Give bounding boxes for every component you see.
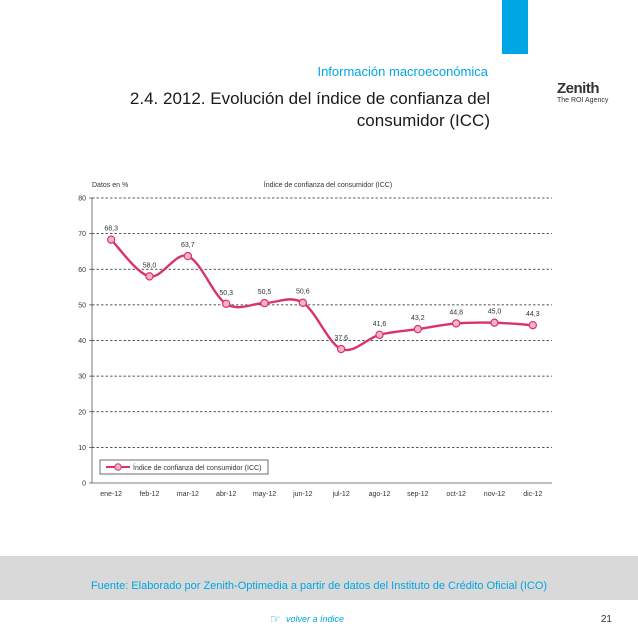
- chart-grid: [91, 197, 552, 484]
- y-tick-label: 20: [78, 409, 86, 416]
- data-label: 50,3: [219, 290, 233, 297]
- title-line-1: 2.4. 2012. Evolución del índice de confi…: [129, 89, 490, 108]
- y-tick-label: 70: [78, 231, 86, 238]
- x-tick-label: dic-12: [523, 491, 542, 498]
- data-point: [413, 324, 423, 334]
- y-axis: 0 10 20 30 40 50 60 70 80: [78, 196, 92, 488]
- y-tick-label: 80: [78, 196, 86, 203]
- legend-label: Índice de confianza del consumidor (ICC): [133, 463, 261, 472]
- title-line-2: consumidor (ICC): [356, 111, 490, 130]
- x-tick-label: may-12: [253, 491, 276, 498]
- data-label: 41,6: [373, 321, 387, 328]
- data-point: [451, 319, 461, 328]
- y-tick-label: 60: [78, 267, 86, 274]
- x-tick-label: feb-12: [140, 491, 160, 498]
- legend: Índice de confianza del consumidor (ICC): [99, 459, 269, 475]
- x-tick-label: ago-12: [369, 491, 391, 498]
- top-accent-bar: [502, 0, 528, 54]
- data-label: 43,2: [411, 315, 425, 322]
- data-point: [145, 272, 154, 281]
- x-tick-label: jul-12: [332, 491, 350, 498]
- x-axis: ene-12 feb-12 mar-12 abr-12 may-12 jun-12 jul-…: [100, 491, 542, 498]
- y-tick-label: 10: [78, 445, 86, 452]
- back-to-index-link[interactable]: volver a índice: [286, 614, 345, 624]
- y-tick-label: 40: [78, 338, 86, 345]
- data-label: 50,5: [258, 289, 272, 296]
- zenith-logo: Zenith The ROI Agency: [557, 78, 617, 118]
- data-point: [221, 299, 231, 309]
- logo-name: Zenith: [557, 80, 600, 97]
- data-label: 50,6: [296, 289, 310, 296]
- data-point: [528, 320, 538, 330]
- section-heading: Información macroeconómica: [317, 64, 488, 79]
- data-point: [298, 298, 308, 307]
- logo-tagline: The ROI Agency: [557, 97, 609, 104]
- data-label: 44,3: [526, 311, 540, 318]
- x-tick-label: jun-12: [292, 491, 313, 498]
- data-point: [183, 251, 193, 261]
- data-label: 63,7: [181, 242, 195, 249]
- footer-band: [0, 556, 638, 600]
- data-point: [490, 318, 499, 327]
- data-label: 45,0: [488, 309, 502, 316]
- x-tick-label: oct-12: [446, 491, 466, 498]
- y-tick-label: 50: [78, 302, 86, 309]
- legend-marker: [114, 463, 122, 471]
- x-tick-label: sep-12: [407, 491, 429, 498]
- data-point: [336, 344, 346, 354]
- data-label: 68,3: [104, 226, 118, 233]
- page-number: 21: [600, 614, 612, 625]
- source-note: Fuente: Elaborado por Zenith-Optimedia a…: [90, 580, 548, 592]
- x-tick-label: abr-12: [216, 491, 236, 498]
- data-labels: 68,3 58,0 63,7 50,3 50,5 50,6 37,6 41,6 43,2 44,8…: [104, 226, 539, 342]
- page-title: 2.4. 2012. Evolución del índice de confi…: [90, 88, 490, 132]
- y-tick-label: 0: [82, 481, 86, 488]
- data-points: [106, 235, 538, 354]
- chart-title: Índice de confianza del consumidor (ICC): [264, 180, 392, 189]
- x-tick-label: mar-12: [177, 491, 199, 498]
- data-point: [375, 330, 384, 339]
- data-point: [106, 235, 116, 244]
- data-label: 37,6: [334, 335, 348, 342]
- series-line: [110, 238, 533, 352]
- chart-ylabel: Datos en %: [92, 182, 128, 189]
- data-label: 58,0: [143, 262, 157, 269]
- data-label: 44,8: [449, 309, 463, 316]
- x-tick-label: ene-12: [100, 491, 122, 498]
- data-point: [260, 298, 269, 308]
- y-tick-label: 30: [78, 374, 86, 381]
- hand-pointer-icon[interactable]: ☞: [270, 612, 281, 626]
- x-tick-label: nov-12: [484, 491, 506, 498]
